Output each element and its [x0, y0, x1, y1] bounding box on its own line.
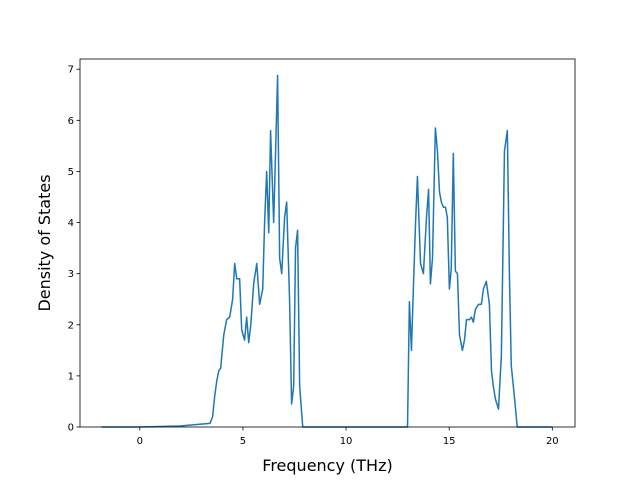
- y-tick-label: 6: [68, 116, 74, 127]
- y-tick-label: 7: [68, 65, 74, 76]
- x-axis-label: Frequency (THz): [262, 456, 392, 475]
- y-tick-label: 3: [68, 269, 74, 280]
- x-tick-label: 20: [546, 436, 559, 447]
- plot-frame: [79, 58, 576, 428]
- x-tick-label: 10: [340, 436, 353, 447]
- x-tick-label: 0: [137, 436, 143, 447]
- y-axis-label: Density of States: [35, 174, 54, 311]
- y-tick-label: 5: [68, 167, 74, 178]
- y-tick-label: 2: [68, 320, 74, 331]
- y-tick-label: 1: [68, 371, 74, 382]
- y-tick-label: 4: [68, 218, 74, 229]
- x-tick-label: 15: [443, 436, 456, 447]
- x-tick-label: 5: [240, 436, 246, 447]
- line-series: [101, 74, 553, 428]
- y-tick-label: 0: [68, 423, 74, 434]
